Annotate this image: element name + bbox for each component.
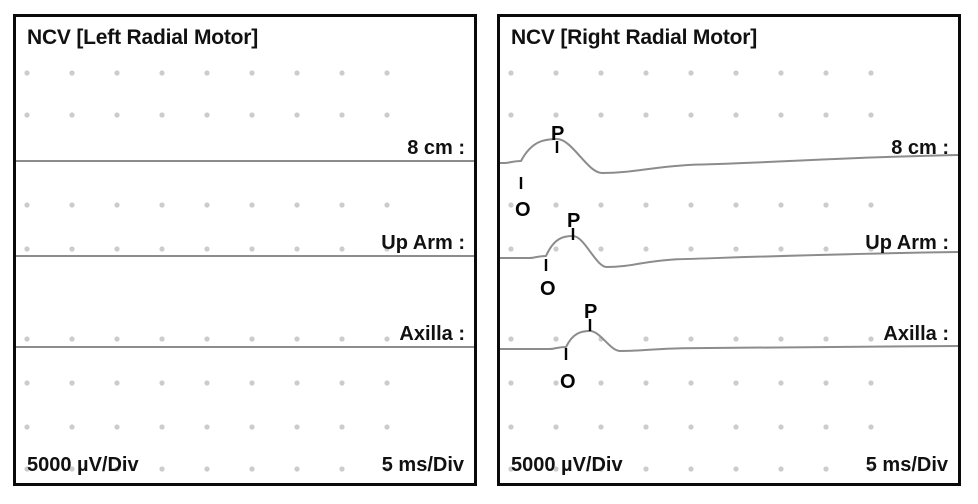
trace-label-up-arm: Up Arm : [865, 232, 949, 254]
amplitude-scale-label: 5000 µV/Div [27, 454, 139, 476]
page-title: NCV [Right Radial Motor] [511, 26, 758, 49]
marker-peak-axilla[interactable]: P [584, 301, 598, 323]
panel-left-radial-motor[interactable]: NCV [Left Radial Motor] 8 cm : Up Arm : … [13, 14, 477, 486]
trace-label-axilla: Axilla : [399, 323, 465, 345]
trace-label-8cm: 8 cm : [891, 137, 949, 159]
grid-dots-left [24, 70, 390, 472]
marker-peak-8cm[interactable]: P [551, 123, 565, 145]
marker-peak-up-arm[interactable]: P [567, 210, 581, 232]
marker-onset-8cm[interactable]: O [515, 199, 531, 221]
amplitude-scale-label: 5000 µV/Div [511, 454, 623, 476]
trace-label-8cm: 8 cm : [407, 137, 465, 159]
time-scale-label: 5 ms/Div [381, 454, 464, 476]
trace-label-axilla: Axilla : [883, 323, 949, 345]
trace-label-up-arm: Up Arm : [381, 232, 465, 254]
marker-onset-axilla[interactable]: O [560, 371, 576, 393]
panel-right-radial-motor[interactable]: NCV [Right Radial Motor] 8 cm : Up Arm :… [497, 14, 961, 486]
page-title: NCV [Left Radial Motor] [27, 26, 259, 49]
marker-onset-up-arm[interactable]: O [540, 278, 556, 300]
time-scale-label: 5 ms/Div [865, 454, 948, 476]
